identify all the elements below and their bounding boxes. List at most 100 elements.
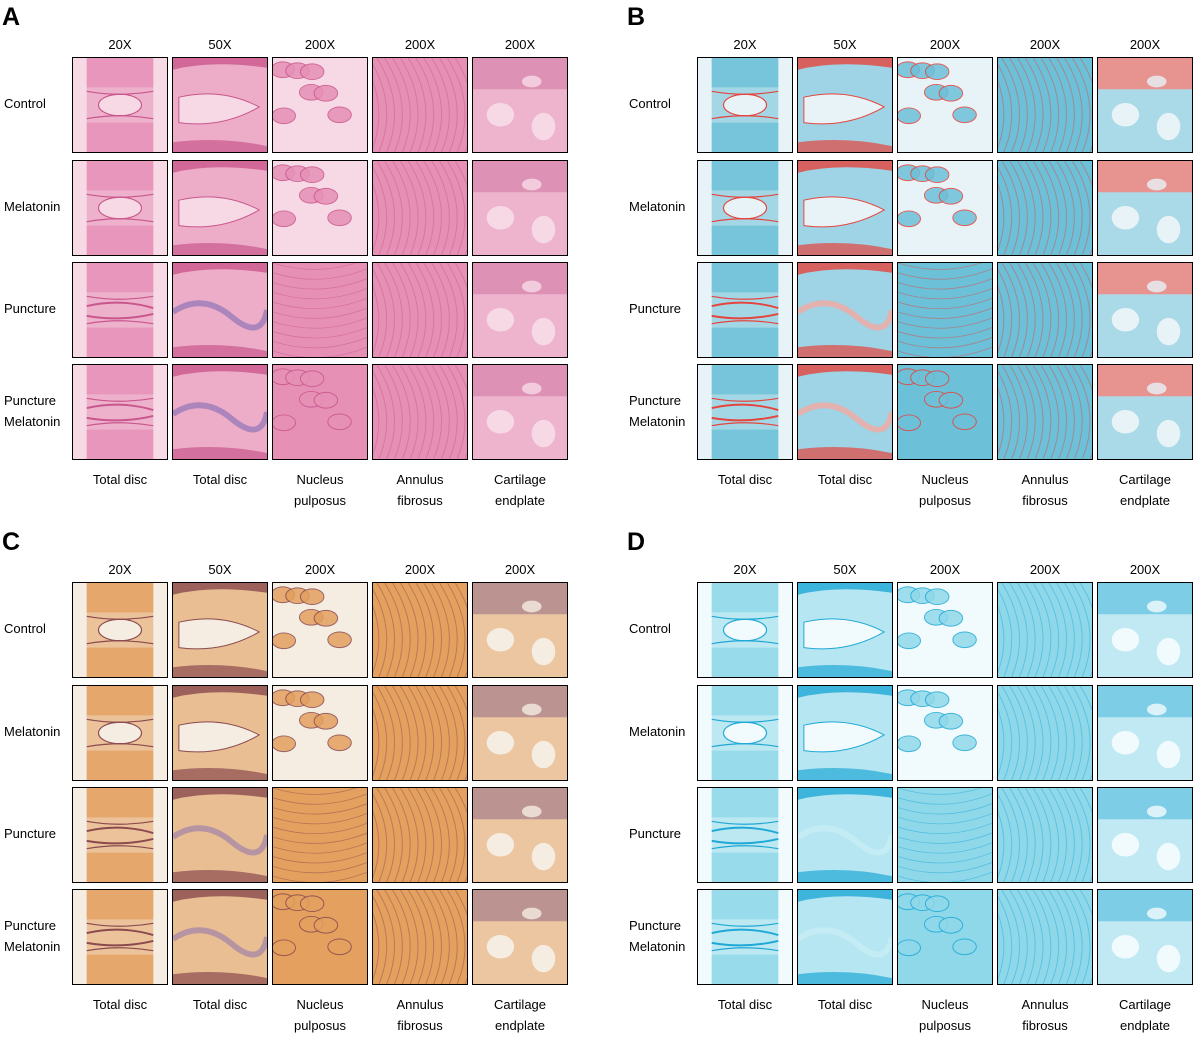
row-label: Puncture Melatonin (629, 915, 685, 957)
magnification-label: 200X (404, 562, 436, 577)
micrograph-tile (372, 160, 468, 256)
micrograph-tile (72, 787, 168, 883)
micrograph-tile (72, 262, 168, 358)
row-label-line: Control (4, 621, 46, 636)
micrograph-tile (1097, 685, 1193, 781)
micrograph-image (373, 58, 467, 152)
micrograph-image (73, 583, 167, 677)
micrograph-image (73, 58, 167, 152)
micrograph-tile (172, 57, 268, 153)
micrograph-tile (697, 160, 793, 256)
micrograph-tile (72, 685, 168, 781)
row-label: Control (629, 93, 671, 114)
column-label: Total disc (165, 469, 275, 490)
micrograph-tile (997, 582, 1093, 678)
row-label-line: Melatonin (4, 724, 61, 739)
micrograph-tile (797, 685, 893, 781)
micrograph-image (373, 161, 467, 255)
micrograph-image (173, 58, 267, 152)
micrograph-tile (897, 364, 993, 460)
micrograph-image (698, 788, 792, 882)
micrograph-tile (797, 582, 893, 678)
column-label: Nucleus pulposus (890, 994, 1000, 1036)
micrograph-image (173, 365, 267, 459)
row-label: Puncture Melatonin (4, 915, 60, 957)
micrograph-image (998, 161, 1092, 255)
micrograph-tile (472, 57, 568, 153)
magnification-label: 50X (833, 562, 857, 577)
row-label: Control (4, 93, 46, 114)
row-label-line: Melatonin (629, 199, 686, 214)
row-label-line: Melatonin (629, 939, 686, 954)
column-label-line: Cartilage (493, 997, 547, 1012)
row-label-line: Puncture (4, 918, 57, 933)
column-label: Total disc (690, 469, 800, 490)
magnification-label: 200X (304, 562, 336, 577)
micrograph-tile (697, 787, 793, 883)
micrograph-image (373, 365, 467, 459)
row-label-line: Melatonin (4, 199, 61, 214)
panel-d: D 20X 50X 200X 200X 200X Control Melatonin Punct… (625, 525, 1200, 1050)
row-label-line: Control (629, 621, 671, 636)
panel-c: C 20X 50X 200X 200X 200X Control Melatonin Punct… (0, 525, 600, 1050)
micrograph-tile (172, 889, 268, 985)
micrograph-tile (1097, 787, 1193, 883)
micrograph-tile (172, 364, 268, 460)
micrograph-tile (1097, 57, 1193, 153)
micrograph-image (373, 686, 467, 780)
micrograph-tile (897, 582, 993, 678)
column-label-line: Nucleus (921, 997, 969, 1012)
column-label-line: fibrosus (1022, 1018, 1068, 1033)
micrograph-image (273, 263, 367, 357)
micrograph-tile (472, 582, 568, 678)
column-label-line: Annulus (1021, 997, 1069, 1012)
micrograph-image (1098, 365, 1192, 459)
column-label: Total disc (690, 994, 800, 1015)
micrograph-image (273, 788, 367, 882)
magnification-label: 200X (504, 562, 536, 577)
magnification-label: 200X (304, 37, 336, 52)
row-label: Melatonin (4, 721, 60, 742)
micrograph-image (473, 58, 567, 152)
micrograph-tile (697, 364, 793, 460)
micrograph-image (1098, 58, 1192, 152)
micrograph-image (373, 263, 467, 357)
column-label-line: fibrosus (1022, 493, 1068, 508)
column-label-line: Total disc (192, 472, 248, 487)
row-label: Puncture (4, 823, 56, 844)
micrograph-image (1098, 161, 1192, 255)
panel-letter: C (2, 528, 21, 556)
micrograph-tile (272, 889, 368, 985)
micrograph-tile (697, 262, 793, 358)
micrograph-image (173, 788, 267, 882)
column-label: Annulus fibrosus (365, 469, 475, 511)
row-label-line: Puncture (4, 826, 57, 841)
micrograph-image (373, 890, 467, 984)
micrograph-image (698, 58, 792, 152)
column-label-line: Total disc (192, 997, 248, 1012)
micrograph-tile (1097, 262, 1193, 358)
row-label-line: Puncture (629, 301, 682, 316)
micrograph-image (998, 583, 1092, 677)
micrograph-tile (897, 160, 993, 256)
micrograph-image (473, 890, 567, 984)
row-label: Puncture (4, 298, 56, 319)
row-label-line: Puncture (4, 393, 57, 408)
micrograph-tile (897, 262, 993, 358)
magnification-label: 200X (929, 37, 961, 52)
magnification-label: 200X (1029, 37, 1061, 52)
micrograph-image (898, 365, 992, 459)
micrograph-tile (797, 787, 893, 883)
micrograph-tile (997, 160, 1093, 256)
micrograph-tile (172, 160, 268, 256)
column-label: Nucleus pulposus (265, 469, 375, 511)
micrograph-tile (372, 889, 468, 985)
magnification-label: 200X (1029, 562, 1061, 577)
micrograph-tile (472, 685, 568, 781)
micrograph-image (798, 686, 892, 780)
column-label: Annulus fibrosus (365, 994, 475, 1036)
row-label: Melatonin (629, 196, 685, 217)
micrograph-image (273, 583, 367, 677)
row-label-line: Puncture (629, 918, 682, 933)
panel-letter: A (2, 3, 21, 31)
